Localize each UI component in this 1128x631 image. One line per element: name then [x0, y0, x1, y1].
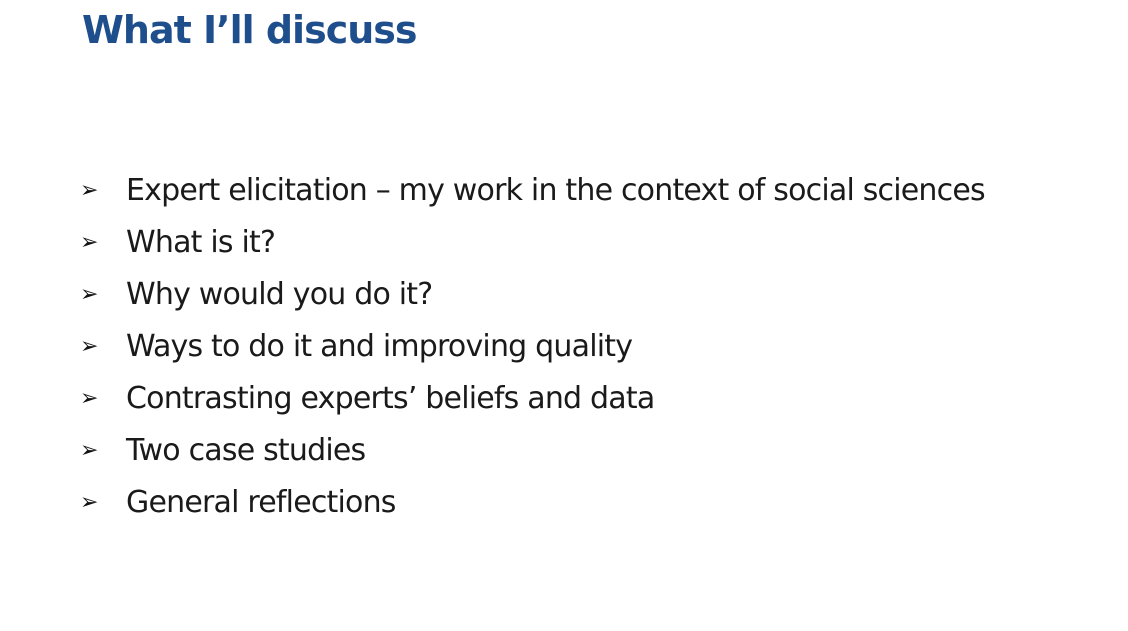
bullet-text: General reflections: [126, 484, 396, 520]
slide-title: What I’ll discuss: [82, 8, 418, 52]
arrow-bullet-icon: ➢: [80, 437, 99, 463]
bullet-text: Two case studies: [126, 432, 366, 468]
arrow-bullet-icon: ➢: [80, 385, 99, 411]
bullet-text: Contrasting experts’ beliefs and data: [126, 380, 655, 416]
bullet-text: Why would you do it?: [126, 276, 433, 312]
arrow-bullet-icon: ➢: [80, 229, 99, 255]
list-item: ➢ Expert elicitation – my work in the co…: [80, 164, 986, 216]
arrow-bullet-icon: ➢: [80, 489, 99, 515]
arrow-bullet-icon: ➢: [80, 177, 99, 203]
bullet-text: Ways to do it and improving quality: [126, 328, 633, 364]
list-item: ➢ What is it?: [80, 216, 985, 268]
arrow-bullet-icon: ➢: [80, 333, 99, 359]
list-item: ➢ Why would you do it?: [80, 268, 985, 320]
bullet-list: ➢ Expert elicitation – my work in the co…: [80, 164, 986, 528]
list-item: ➢ General reflections: [80, 476, 985, 528]
arrow-bullet-icon: ➢: [80, 281, 99, 307]
bullet-text: Expert elicitation – my work in the cont…: [126, 172, 986, 208]
bullet-text: What is it?: [126, 224, 276, 260]
list-item: ➢ Contrasting experts’ beliefs and data: [80, 372, 985, 424]
list-item: ➢ Two case studies: [80, 424, 985, 476]
list-item: ➢ Ways to do it and improving quality: [80, 320, 985, 372]
